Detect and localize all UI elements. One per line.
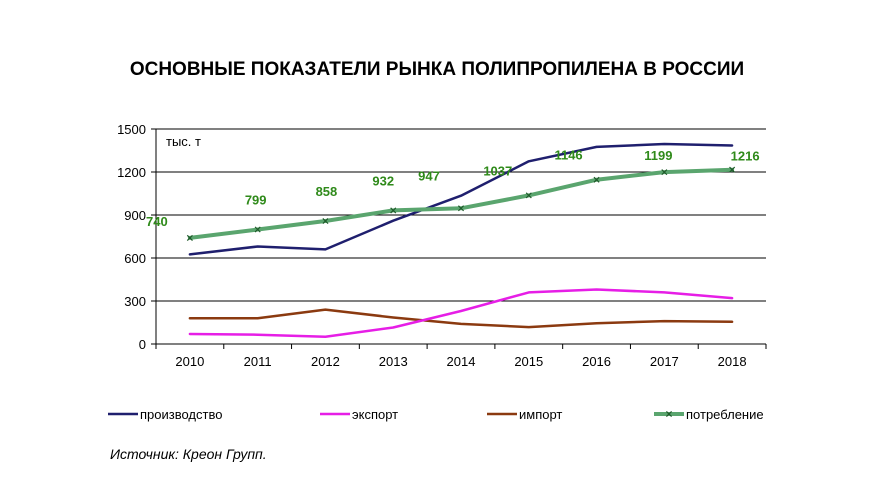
marker-stroke (525, 192, 532, 199)
legend-item: потребление (654, 407, 764, 422)
legend-item: производство (108, 407, 222, 422)
y-tick-label: 1500 (117, 122, 146, 137)
marker-stroke (661, 169, 668, 176)
legend-label: экспорт (352, 407, 398, 422)
series-line-4 (187, 167, 735, 240)
point-marker (322, 217, 329, 225)
x-tick-label: 2016 (582, 354, 611, 369)
marker-stroke (457, 205, 465, 212)
data-label: 932 (372, 173, 394, 188)
point-marker (390, 207, 397, 214)
x-tick-label: 2014 (447, 354, 476, 369)
chart-title: ОСНОВНЫЕ ПОКАЗАТЕЛИ РЫНКА ПОЛИПРОПИЛЕНА … (130, 59, 744, 80)
legend-item: экспорт (320, 407, 398, 422)
point-marker (457, 205, 465, 212)
point-marker (729, 166, 736, 173)
grid (156, 128, 766, 302)
point-marker (525, 192, 532, 199)
series-line-3 (188, 308, 734, 329)
data-labels: 740 799 858 932 947 1037 1146 1199 1216 (146, 148, 760, 229)
source-note: Источник: Креон Групп. (110, 446, 267, 462)
legend-marker (665, 410, 673, 418)
data-label: 1199 (644, 148, 672, 163)
marker-stroke (390, 207, 397, 214)
point-marker (254, 226, 261, 233)
y-tick-label: 300 (124, 294, 146, 309)
data-label: 947 (418, 168, 440, 183)
legend: производство экспорт импорт потребление (108, 407, 764, 422)
marker-stroke (593, 176, 600, 183)
data-label: 1037 (483, 163, 512, 178)
legend-label: потребление (686, 407, 764, 422)
legend-item: импорт (487, 407, 562, 422)
unit-label: тыс. т (166, 134, 201, 149)
legend-label: импорт (519, 407, 562, 422)
x-tick-label: 2012 (311, 354, 340, 369)
data-label: 1216 (731, 149, 760, 164)
point-marker (186, 234, 193, 241)
series-line-2 (188, 288, 734, 339)
legend-label: производство (140, 407, 222, 422)
x-tick-label: 2013 (379, 354, 408, 369)
y-tick-label: 900 (124, 208, 146, 223)
y-tick-label: 1200 (117, 165, 146, 180)
marker-stroke (729, 166, 736, 173)
data-label: 1146 (554, 148, 582, 163)
data-label: 799 (245, 192, 267, 207)
x-tick-label: 2010 (175, 354, 204, 369)
series-line-1 (188, 142, 734, 256)
x-tick-label: 2015 (514, 354, 543, 369)
point-marker (661, 169, 668, 176)
x-tick-label: 2018 (718, 354, 747, 369)
x-tick-label: 2017 (650, 354, 679, 369)
y-tick-label: 600 (124, 251, 146, 266)
marker-stroke (254, 226, 261, 233)
marker-stroke (186, 234, 193, 241)
x-tick-label: 2011 (244, 354, 272, 369)
series-lines (186, 142, 736, 339)
data-label: 858 (316, 184, 338, 199)
data-label: 740 (146, 214, 168, 229)
axes: 0 300 600 900 1200 1500 2010 2011 2012 2013 2014 20… (117, 122, 767, 369)
point-marker (593, 176, 600, 183)
marker-stroke (322, 217, 329, 225)
y-tick-label: 0 (139, 337, 146, 352)
